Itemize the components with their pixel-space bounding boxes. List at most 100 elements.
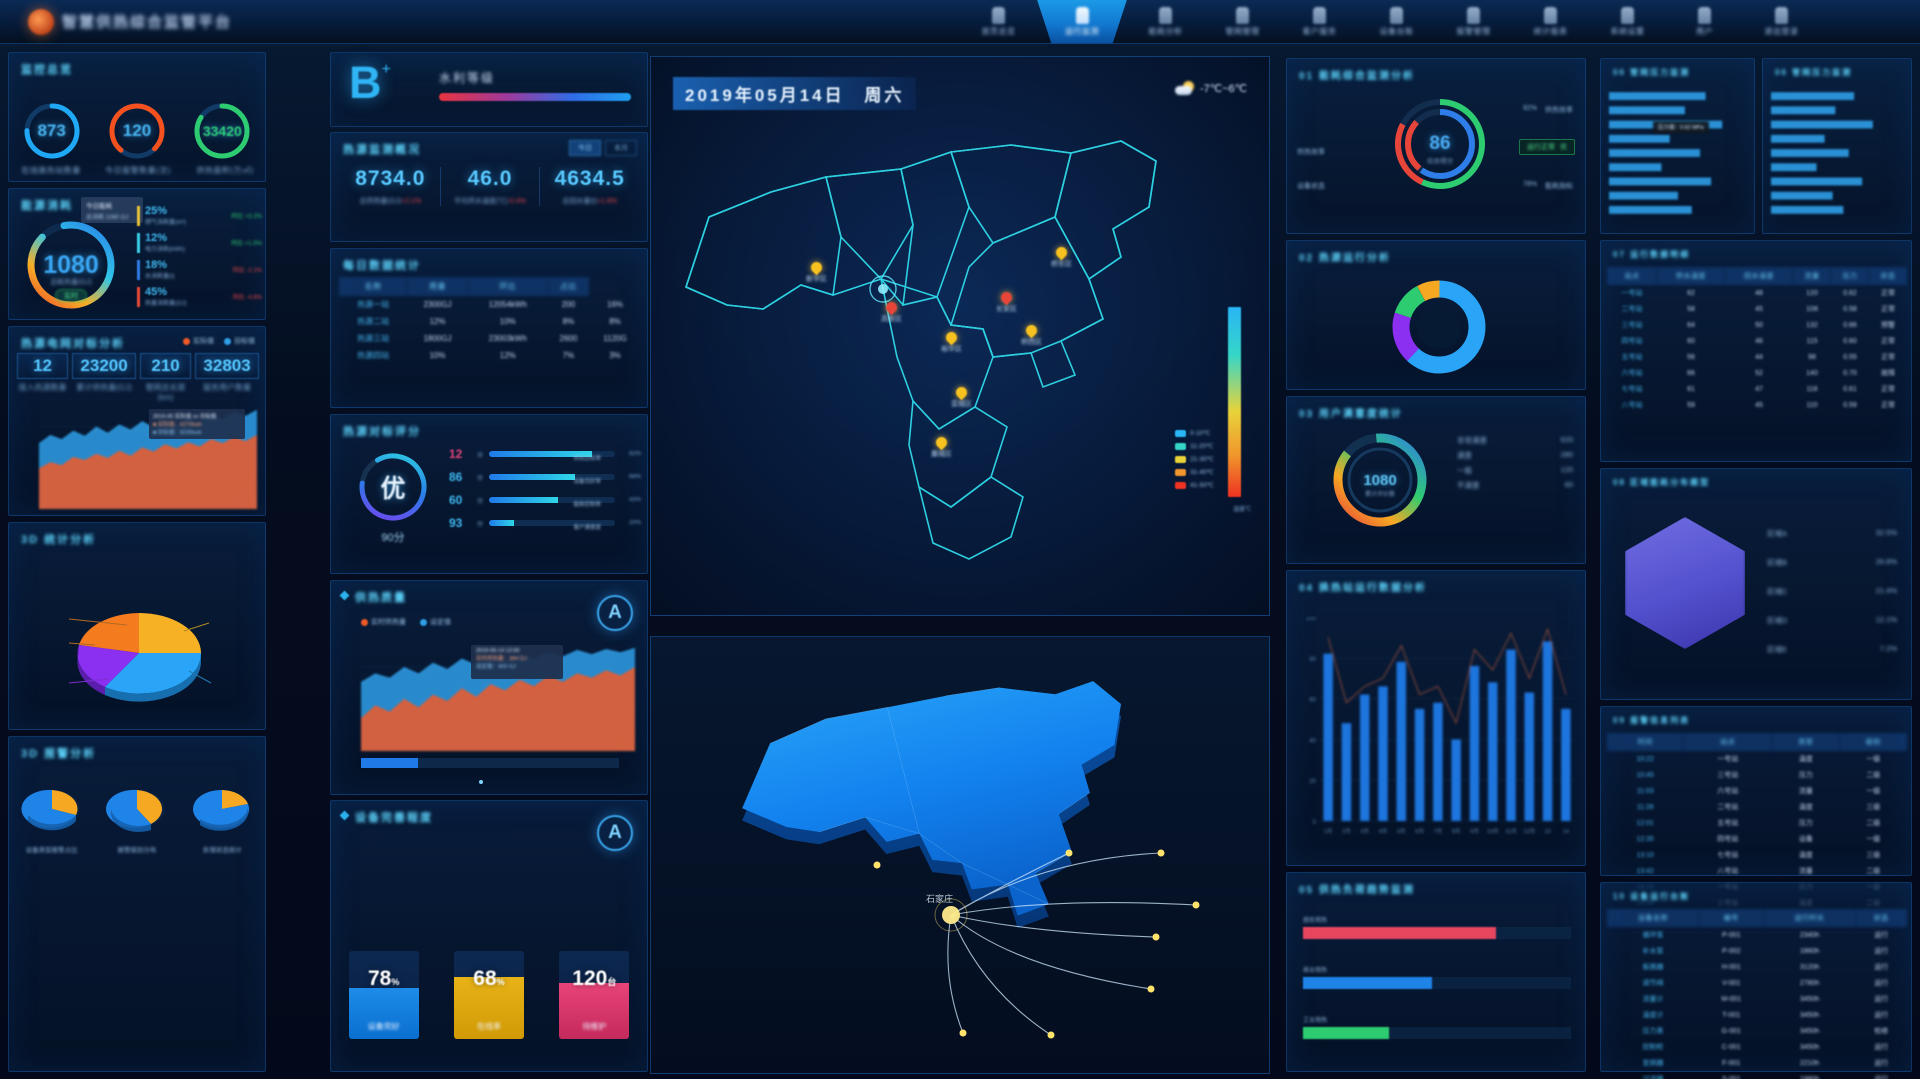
region-outline-map[interactable] — [651, 57, 1271, 617]
nav-item-8[interactable]: 系统设置 — [1589, 0, 1666, 44]
nav-item-5[interactable]: 设备台账 — [1358, 0, 1435, 44]
nav-item-7[interactable]: 统计报表 — [1512, 0, 1589, 44]
progress-fill — [1303, 927, 1496, 939]
nav-item-4[interactable]: 客户服务 — [1281, 0, 1358, 44]
table-row[interactable]: 三号站 64 50 132 0.66 预警 — [1607, 317, 1907, 333]
map-legend: 0-10℃ 11-20℃ 21-30℃ 31-40℃ 41-50℃ — [1175, 429, 1214, 489]
tab-today[interactable]: 今日 — [569, 140, 601, 156]
grade-badge[interactable]: A — [597, 815, 633, 851]
panel-title: 每日数据统计 — [343, 260, 421, 272]
table-cell: 2340h — [1799, 931, 1820, 939]
table-cell: 46 — [1755, 337, 1763, 345]
table-cell: 流量计 — [1642, 996, 1664, 1003]
quality-value: 93 — [449, 516, 463, 530]
nav-item-10[interactable]: 退出登录 — [1743, 0, 1820, 44]
map-marker[interactable]: 高新区 — [881, 299, 902, 324]
table-row[interactable]: 10:22 一号站 温度 一级 — [1607, 751, 1907, 767]
nav-item-2[interactable]: 能耗分析 — [1127, 0, 1204, 44]
table-row[interactable]: 六号站 66 52 140 0.70 故障 — [1607, 365, 1907, 381]
panel-title: 09 报警信息列表 — [1613, 716, 1691, 725]
svg-text:13: 13 — [1545, 829, 1551, 835]
quality-unit: 分 — [477, 521, 484, 528]
nav-item-0[interactable]: 首页总览 — [960, 0, 1037, 44]
table-row[interactable]: 控制柜 C-001 3450h 运行 — [1607, 1039, 1907, 1055]
tooltip-line: 实时供热量：384 GJ — [476, 656, 527, 662]
svg-text:5月: 5月 — [1397, 828, 1406, 835]
nav-item-1[interactable]: 运行监测 — [1037, 0, 1127, 44]
table-row[interactable]: 热源四站 10% 12% 7% 3% — [339, 347, 641, 364]
app-logo[interactable]: 智慧供热综合监管平台 — [0, 8, 300, 35]
table-cell: 2210h — [1799, 1059, 1820, 1067]
table-row[interactable]: 13:10 七号站 温度 三级 — [1607, 847, 1907, 863]
table-row[interactable]: 10:45 三号站 压力 二级 — [1607, 767, 1907, 783]
map-marker[interactable]: 桥西区 — [1021, 322, 1042, 347]
nav-item-6[interactable]: 报警管理 — [1435, 0, 1512, 44]
ring-value: 92% — [1522, 105, 1537, 112]
map-marker[interactable]: 栾城区 — [951, 384, 972, 409]
tooltip-title: 今日能耗 — [86, 203, 112, 210]
progress-track — [1303, 977, 1571, 989]
tab-month[interactable]: 本月 — [605, 140, 637, 156]
table-cell: 45 — [1755, 305, 1763, 313]
table-row[interactable]: 八号站 59 45 110 0.59 正常 — [1607, 397, 1907, 413]
map-marker[interactable]: 新华区 — [806, 259, 827, 284]
table-cell: 11:28 — [1636, 803, 1654, 811]
table-row[interactable]: 一号站 62 48 120 0.62 正常 — [1607, 285, 1907, 301]
grade-badge[interactable]: A — [597, 595, 633, 631]
table-cell: 48 — [1755, 289, 1763, 297]
table-cell: 七号站 — [1621, 386, 1643, 393]
table-row[interactable]: 七号站 61 47 118 0.61 正常 — [1607, 381, 1907, 397]
table-cell: 三级 — [1866, 852, 1881, 859]
horizontal-bars — [1609, 92, 1723, 214]
table-row[interactable]: 压力表 G-001 3450h 检修 — [1607, 1023, 1907, 1039]
table-row[interactable]: 调节阀 V-001 2780h 运行 — [1607, 975, 1907, 991]
table-row[interactable]: 温度计 T-001 3450h 运行 — [1607, 1007, 1907, 1023]
carousel-dots[interactable] — [479, 780, 483, 784]
table-cell: 一级 — [1866, 836, 1881, 843]
row-label: 不满意 — [1457, 481, 1480, 490]
stat-caption: 总供热量(GJ) — [359, 198, 402, 205]
table-row[interactable]: 11:03 六号站 流量 一级 — [1607, 783, 1907, 799]
table-row[interactable]: 13:42 八号站 流量 二级 — [1607, 863, 1907, 879]
pie-caption: 设备类型报警占比 — [25, 847, 78, 854]
table-row[interactable]: 四号站 60 46 115 0.60 正常 — [1607, 333, 1907, 349]
table-row[interactable]: 12:35 四号站 设备 一级 — [1607, 831, 1907, 847]
quality-label: 客户满意度 — [573, 525, 601, 531]
table-row[interactable]: 二号站 58 45 108 0.58 正常 — [1607, 301, 1907, 317]
table-cell: 59 — [1687, 401, 1695, 409]
table-cell: M-001 — [1721, 995, 1742, 1003]
table-row[interactable]: 热源三站 1800GJ 23003kWh 2600 1120G — [339, 330, 641, 347]
table-cell: 检修 — [1874, 1028, 1889, 1035]
range-slider[interactable] — [361, 758, 619, 768]
donut-chart — [1383, 271, 1495, 388]
progress-track — [1303, 927, 1571, 939]
table-row[interactable]: 11:28 二号站 温度 三级 — [1607, 799, 1907, 815]
table-row[interactable]: 循环泵 P-001 2340h 运行 — [1607, 927, 1907, 943]
table-row[interactable]: 补水泵 P-002 1860h 运行 — [1607, 943, 1907, 959]
map-marker[interactable]: 裕华区 — [941, 329, 962, 354]
stat-value: 23200 — [72, 353, 136, 379]
monitor-icon — [1075, 6, 1089, 24]
range-slider-thumb[interactable] — [361, 758, 418, 768]
panel-energy-consumption: 能源消耗 1080 总耗热量(GJ) 实时 今日能耗 总消耗 1080 GJ — [8, 188, 266, 320]
table-row[interactable]: 变频器 F-001 2210h 运行 — [1607, 1055, 1907, 1071]
table-row[interactable]: 流量计 M-001 3450h 运行 — [1607, 991, 1907, 1007]
map-marker[interactable]: 藁城区 — [931, 434, 952, 459]
breakdown-delta: 同比 -2.1% — [232, 268, 262, 274]
table-row[interactable]: 热源二站 12% 10% 8% 8% — [339, 313, 641, 330]
status-badge: 实时 — [55, 289, 87, 302]
carousel-dot[interactable] — [479, 780, 483, 784]
distribution-row: 区域C 21.4% — [1767, 577, 1897, 606]
table-row[interactable]: 过滤器 S-001 1980h 运行 — [1607, 1071, 1907, 1079]
nav-item-9[interactable]: 用户 — [1666, 0, 1743, 44]
table-row[interactable]: 热源一站 2300GJ 12054kWh 200 16% — [339, 296, 641, 313]
map-marker[interactable]: 桥东区 — [1051, 244, 1072, 269]
panel-title: 供热质量 — [355, 592, 407, 604]
breakdown-color-bar — [137, 232, 140, 253]
table-row[interactable]: 12:01 五号站 压力 二级 — [1607, 815, 1907, 831]
map-marker[interactable]: 长安区 — [996, 289, 1017, 314]
table-row[interactable]: 板换器 H-001 3120h 运行 — [1607, 959, 1907, 975]
table-row[interactable]: 五号站 56 44 98 0.55 正常 — [1607, 349, 1907, 365]
nav-item-3[interactable]: 管网管理 — [1204, 0, 1281, 44]
map-3d-flow[interactable]: 石家庄 — [651, 637, 1270, 1074]
